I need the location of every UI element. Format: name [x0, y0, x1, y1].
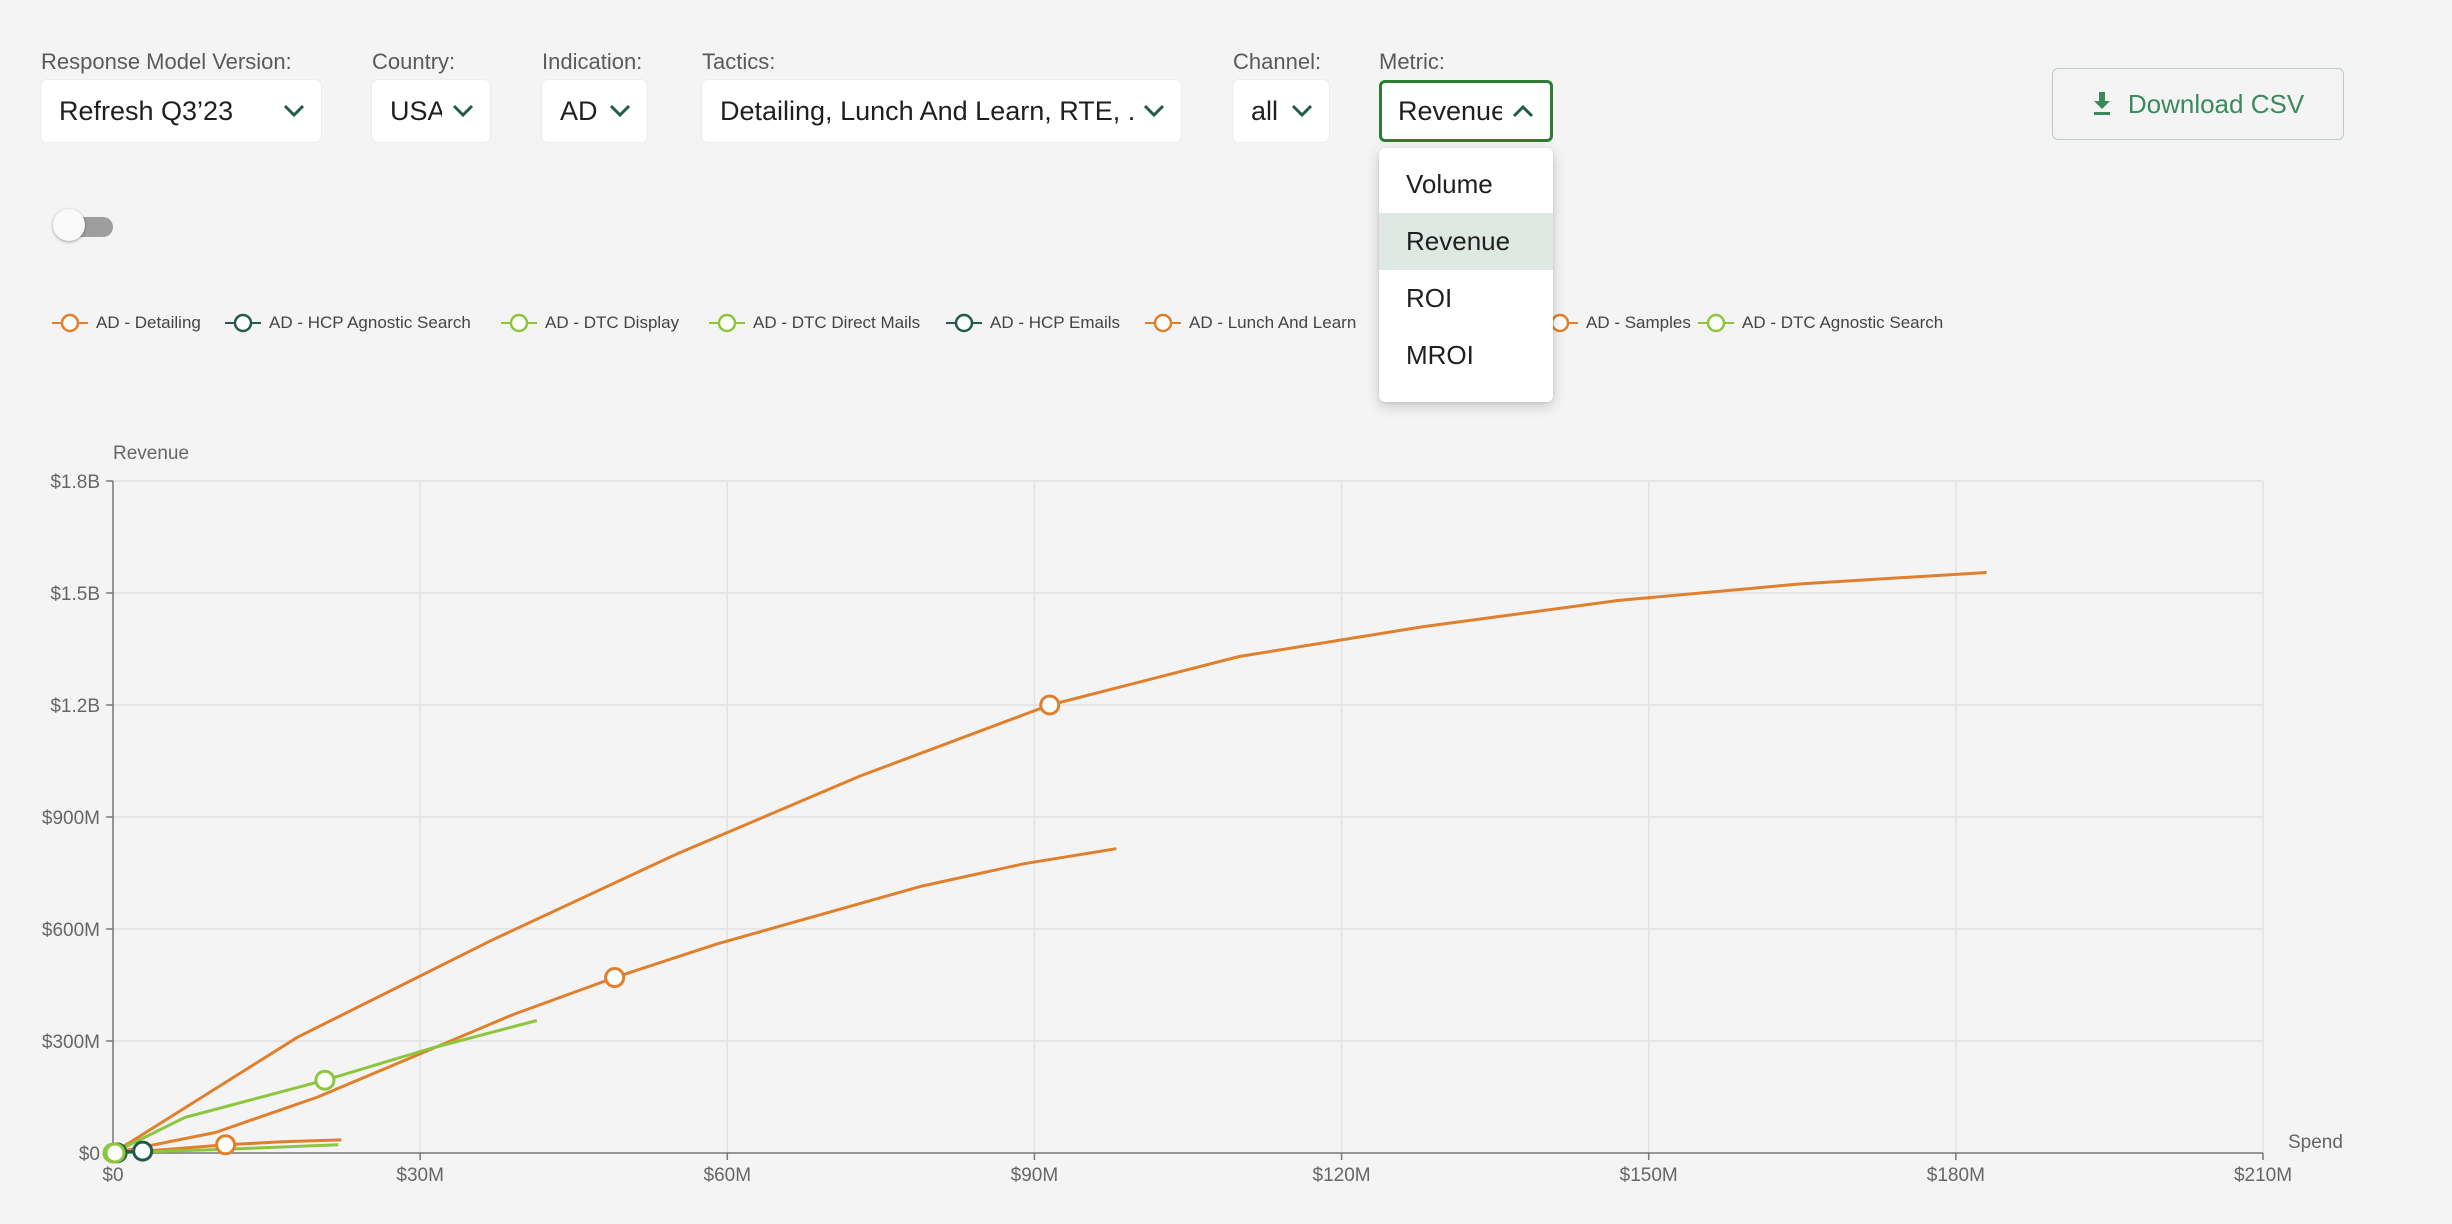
legend-label: AD - HCP Agnostic Search	[269, 313, 471, 332]
legend-marker-icon	[1698, 313, 1734, 333]
x-axis-title: Spend	[2288, 1132, 2343, 1153]
tactics-label: Tactics:	[702, 49, 776, 74]
series-line-ad-lunch-and-learn	[112, 847, 1117, 1155]
legend-marker-icon	[501, 313, 537, 333]
country-select[interactable]: USA	[372, 80, 490, 142]
legend-label: AD - Samples	[1586, 313, 1691, 332]
download-csv-button[interactable]: Download CSV	[2052, 68, 2344, 140]
legend-label: AD - HCP Emails	[990, 313, 1121, 332]
model-version-value: Refresh Q3’23	[59, 95, 234, 126]
metric-label: Metric:	[1379, 49, 1445, 74]
metric-dropdown-menu: Volume Revenue ROI MROI	[1379, 148, 1553, 402]
chart-grid	[113, 480, 2264, 1153]
legend-marker-icon	[225, 313, 261, 333]
channel-value: all	[1251, 95, 1279, 126]
country-value: USA	[390, 95, 442, 126]
x-tick-label: $90M	[1011, 1165, 1059, 1186]
legend-item-samples[interactable]: AD - Samples	[1542, 312, 1691, 334]
y-tick-label: $600M	[42, 920, 100, 941]
indication-filter: Indication: AD	[542, 48, 647, 142]
legend-marker-icon	[1145, 313, 1181, 333]
legend-item-hcp-emails[interactable]: AD - HCP Emails	[946, 312, 1120, 334]
legend-label: AD - DTC Direct Mails	[753, 313, 921, 332]
tactics-select[interactable]: Detailing, Lunch And Learn, RTE, ...	[702, 80, 1181, 142]
x-tick-label: $30M	[396, 1165, 444, 1186]
series-point-ad-dtc-display	[314, 1069, 336, 1091]
legend-label: AD - DTC Display	[545, 313, 680, 332]
legend-item-lunch-and-learn[interactable]: AD - Lunch And Learn	[1145, 312, 1356, 334]
chevron-down-icon	[1143, 104, 1165, 118]
indication-label: Indication:	[542, 49, 643, 74]
x-tick-label: $180M	[1927, 1165, 1985, 1186]
chart-axes: $0 $30M $60M $90M $120M $150M $180M $210M $0 $300…	[42, 472, 2292, 1186]
channel-select[interactable]: all	[1233, 80, 1329, 142]
view-toggle-switch[interactable]	[53, 207, 115, 243]
chevron-down-icon	[609, 104, 631, 118]
series-point-ad-detailing	[1039, 694, 1061, 716]
x-tick-label: $0	[102, 1165, 123, 1186]
tactics-value: Detailing, Lunch And Learn, RTE, ...	[720, 95, 1133, 126]
country-filter: Country: USA	[372, 48, 490, 142]
legend-label: AD - Lunch And Learn	[1189, 313, 1357, 332]
metric-filter: Metric: Revenue	[1379, 48, 1553, 142]
chevron-down-icon	[283, 104, 305, 118]
legend-item-dtc-display[interactable]: AD - DTC Display	[501, 312, 679, 334]
x-tick-label: $210M	[2234, 1165, 2292, 1186]
legend-item-hcp-agnostic-search[interactable]: AD - HCP Agnostic Search	[225, 312, 471, 334]
metric-option-roi[interactable]: ROI	[1406, 283, 1453, 313]
metric-option-mroi[interactable]: MROI	[1406, 340, 1474, 370]
series-point-ad-samples	[215, 1134, 237, 1156]
toggle-knob	[53, 209, 85, 241]
revenue-response-chart: Revenue Spend $0 $30M $60M $90M $120M $150M $1…	[42, 443, 2343, 1186]
series-point-ad-dtc-agnostic-search	[104, 1142, 126, 1164]
chevron-up-icon	[1512, 104, 1534, 118]
x-tick-label: $60M	[704, 1165, 752, 1186]
download-csv-label: Download CSV	[2127, 88, 2305, 119]
indication-value: AD	[560, 95, 598, 126]
country-label: Country:	[372, 49, 456, 74]
channel-label: Channel:	[1233, 49, 1322, 74]
y-tick-label: $0	[79, 1144, 100, 1165]
metric-value: Revenue	[1398, 95, 1502, 126]
metric-option-volume[interactable]: Volume	[1406, 169, 1493, 199]
channel-filter: Channel: all	[1233, 48, 1329, 142]
model-version-filter: Response Model Version: Refresh Q3’23	[41, 48, 321, 142]
model-version-select[interactable]: Refresh Q3’23	[41, 80, 321, 142]
x-tick-label: $150M	[1620, 1165, 1678, 1186]
legend-item-dtc-direct-mails[interactable]: AD - DTC Direct Mails	[709, 312, 920, 334]
legend-marker-icon	[1542, 313, 1578, 333]
y-tick-label: $300M	[42, 1032, 100, 1053]
metric-select[interactable]: Revenue	[1379, 80, 1553, 142]
y-tick-label: $1.5B	[50, 584, 100, 605]
chart-series	[102, 571, 1987, 1164]
tactics-filter: Tactics: Detailing, Lunch And Learn, RTE…	[702, 48, 1181, 142]
y-tick-label: $900M	[42, 808, 100, 829]
download-icon	[2093, 92, 2110, 115]
y-tick-label: $1.8B	[50, 472, 100, 493]
indication-select[interactable]: AD	[542, 80, 647, 142]
y-tick-label: $1.2B	[50, 696, 100, 717]
chevron-down-icon	[1291, 104, 1313, 118]
model-version-label: Response Model Version:	[41, 49, 292, 74]
y-axis-title: Revenue	[113, 443, 189, 464]
legend-marker-icon	[946, 313, 982, 333]
x-tick-label: $120M	[1313, 1165, 1371, 1186]
legend-label: AD - DTC Agnostic Search	[1742, 313, 1944, 332]
series-point-ad-hcp-agnostic-search	[132, 1140, 154, 1162]
series-point-ad-lunch-and-learn	[604, 967, 626, 989]
legend-marker-icon	[709, 313, 745, 333]
legend-label: AD - Detailing	[96, 313, 201, 332]
metric-option-revenue[interactable]: Revenue	[1379, 213, 1553, 270]
legend-item-dtc-agnostic-search[interactable]: AD - DTC Agnostic Search	[1698, 312, 1943, 334]
chevron-down-icon	[452, 104, 474, 118]
legend-marker-icon	[52, 313, 88, 333]
legend-item-detailing[interactable]: AD - Detailing	[52, 312, 201, 334]
